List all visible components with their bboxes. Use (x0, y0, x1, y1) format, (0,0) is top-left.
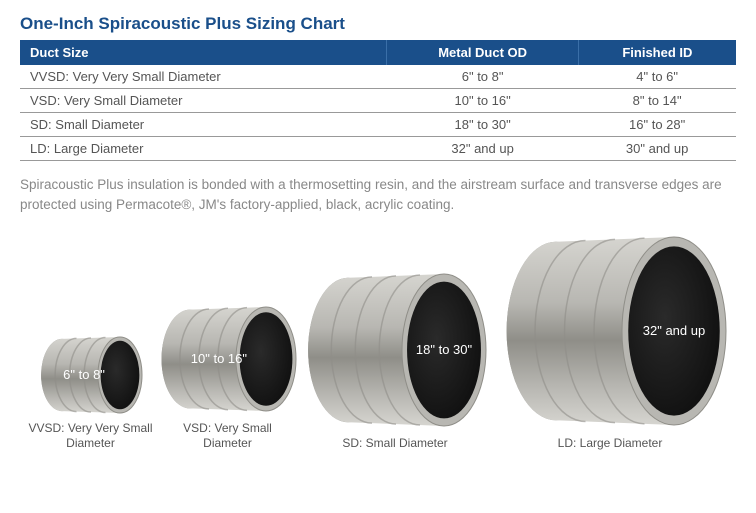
col-header: Duct Size (20, 40, 387, 65)
table-cell: 8" to 14" (578, 89, 736, 113)
duct-item-vvsd: 6" to 8" VVSD: Very Very Small Diameter (26, 335, 155, 451)
table-row: SD: Small Diameter18" to 30"16" to 28" (20, 113, 736, 137)
col-header: Finished ID (578, 40, 736, 65)
table-cell: 30" and up (578, 137, 736, 161)
table-cell: 10" to 16" (387, 89, 578, 113)
duct-item-vsd: 10" to 16" VSD: Very Small Diameter (155, 303, 300, 451)
table-cell: VVSD: Very Very Small Diameter (20, 65, 387, 89)
table-cell: SD: Small Diameter (20, 113, 387, 137)
table-cell: VSD: Very Small Diameter (20, 89, 387, 113)
duct-size-label: 10" to 16" (191, 351, 248, 366)
table-cell: 32" and up (387, 137, 578, 161)
table-cell: 6" to 8" (387, 65, 578, 89)
duct-cylinder-vvsd: 6" to 8" (36, 335, 146, 415)
table-row: VSD: Very Small Diameter10" to 16"8" to … (20, 89, 736, 113)
duct-cylinder-sd: 18" to 30" (300, 270, 490, 430)
duct-cylinder-ld: 32" and up (490, 232, 730, 430)
duct-infographic: 6" to 8"VVSD: Very Very Small Diameter10… (20, 232, 736, 451)
table-row: VVSD: Very Very Small Diameter6" to 8"4"… (20, 65, 736, 89)
duct-size-label: 32" and up (643, 323, 705, 338)
table-cell: 18" to 30" (387, 113, 578, 137)
duct-item-ld: 32" and up LD: Large Diameter (490, 232, 730, 451)
duct-caption: LD: Large Diameter (558, 436, 663, 451)
duct-item-sd: 18" to 30" SD: Small Diameter (300, 270, 490, 451)
duct-caption: SD: Small Diameter (342, 436, 447, 451)
duct-cylinder-vsd: 10" to 16" (155, 303, 300, 415)
table-cell: 16" to 28" (578, 113, 736, 137)
table-cell: 4" to 6" (578, 65, 736, 89)
sizing-table: Duct Size Metal Duct OD Finished ID VVSD… (20, 40, 736, 161)
duct-caption: VSD: Very Small Diameter (158, 421, 298, 451)
duct-size-label: 18" to 30" (416, 342, 473, 357)
duct-caption: VVSD: Very Very Small Diameter (26, 421, 155, 451)
col-header: Metal Duct OD (387, 40, 578, 65)
description-text: Spiracoustic Plus insulation is bonded w… (20, 175, 736, 214)
table-row: LD: Large Diameter32" and up30" and up (20, 137, 736, 161)
duct-size-label: 6" to 8" (63, 367, 105, 382)
page-title: One-Inch Spiracoustic Plus Sizing Chart (20, 14, 736, 34)
table-cell: LD: Large Diameter (20, 137, 387, 161)
